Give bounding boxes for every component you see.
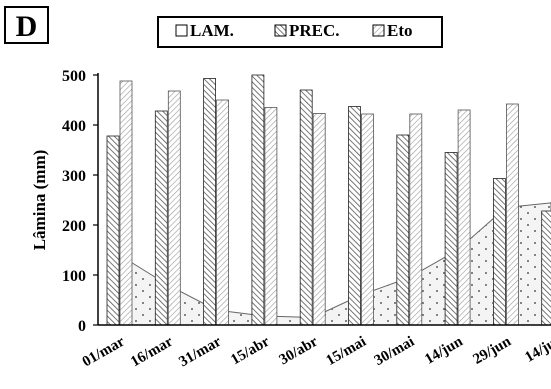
y-tick-label: 0 xyxy=(78,318,86,335)
bar-prec-15/abr xyxy=(251,74,265,326)
x-tick-label: 31/mar xyxy=(176,333,224,370)
panel-label-box xyxy=(4,6,49,44)
legend-swatch-eto xyxy=(372,24,385,37)
y-tick-label: 300 xyxy=(62,168,86,185)
y-tick-label: 400 xyxy=(62,118,86,135)
bar-prec-30/mai xyxy=(396,134,410,326)
area-lam xyxy=(119,202,551,326)
legend: LAM. PREC. Eto xyxy=(157,16,443,48)
bar-eto-01/mar xyxy=(119,80,133,326)
bar-eto-30/mai xyxy=(409,113,423,326)
bar-eto-14/jun xyxy=(457,109,471,326)
bar-prec-14/jul xyxy=(541,210,551,326)
legend-label-prec: PREC. xyxy=(289,21,340,40)
x-tick-label: 15/mai xyxy=(323,334,369,370)
y-tick-label: 100 xyxy=(62,268,86,285)
bar-prec-30/abr xyxy=(299,89,313,326)
legend-swatch-lam xyxy=(175,24,188,37)
x-tick-label: 15/abr xyxy=(228,333,272,368)
legend-label-lam: LAM. xyxy=(190,21,234,40)
bar-prec-15/mai xyxy=(348,106,361,326)
bar-eto-15/mai xyxy=(361,113,374,326)
x-tick-label: 30/mai xyxy=(372,334,418,370)
y-tick-label: 200 xyxy=(62,218,86,235)
plot-area: 0 100 200 300 400 500 01/mar 16/mar 31/mar 15/abr… xyxy=(62,68,551,370)
bar-eto-15/abr xyxy=(264,107,278,326)
bar-prec-31/mar xyxy=(203,78,217,326)
x-tick-label: 29/jun xyxy=(471,333,515,368)
bar-eto-31/mar xyxy=(216,99,230,326)
y-axis-label: Lâmina (mm) xyxy=(30,150,49,251)
x-tick-label: 14/jun xyxy=(422,333,466,368)
bar-prec-16/mar xyxy=(154,110,168,326)
bar-prec-14/jun xyxy=(444,152,458,326)
bar-eto-30/abr xyxy=(312,113,326,326)
legend-swatch-prec xyxy=(274,24,287,37)
bar-eto-29/jun xyxy=(505,103,519,326)
x-tick-label: 01/mar xyxy=(80,333,128,370)
x-tick-label: 30/abr xyxy=(277,333,321,368)
legend-label-eto: Eto xyxy=(387,21,413,40)
panel-label: D xyxy=(16,10,38,43)
x-tick-label: 14/jul xyxy=(522,334,551,366)
bar-prec-01/mar xyxy=(106,135,120,326)
bar-prec-29/jun xyxy=(492,178,506,326)
y-tick-label: 500 xyxy=(62,68,86,85)
bar-eto-16/mar xyxy=(167,90,181,326)
x-tick-label: 16/mar xyxy=(128,333,176,370)
legend-box xyxy=(157,16,443,48)
